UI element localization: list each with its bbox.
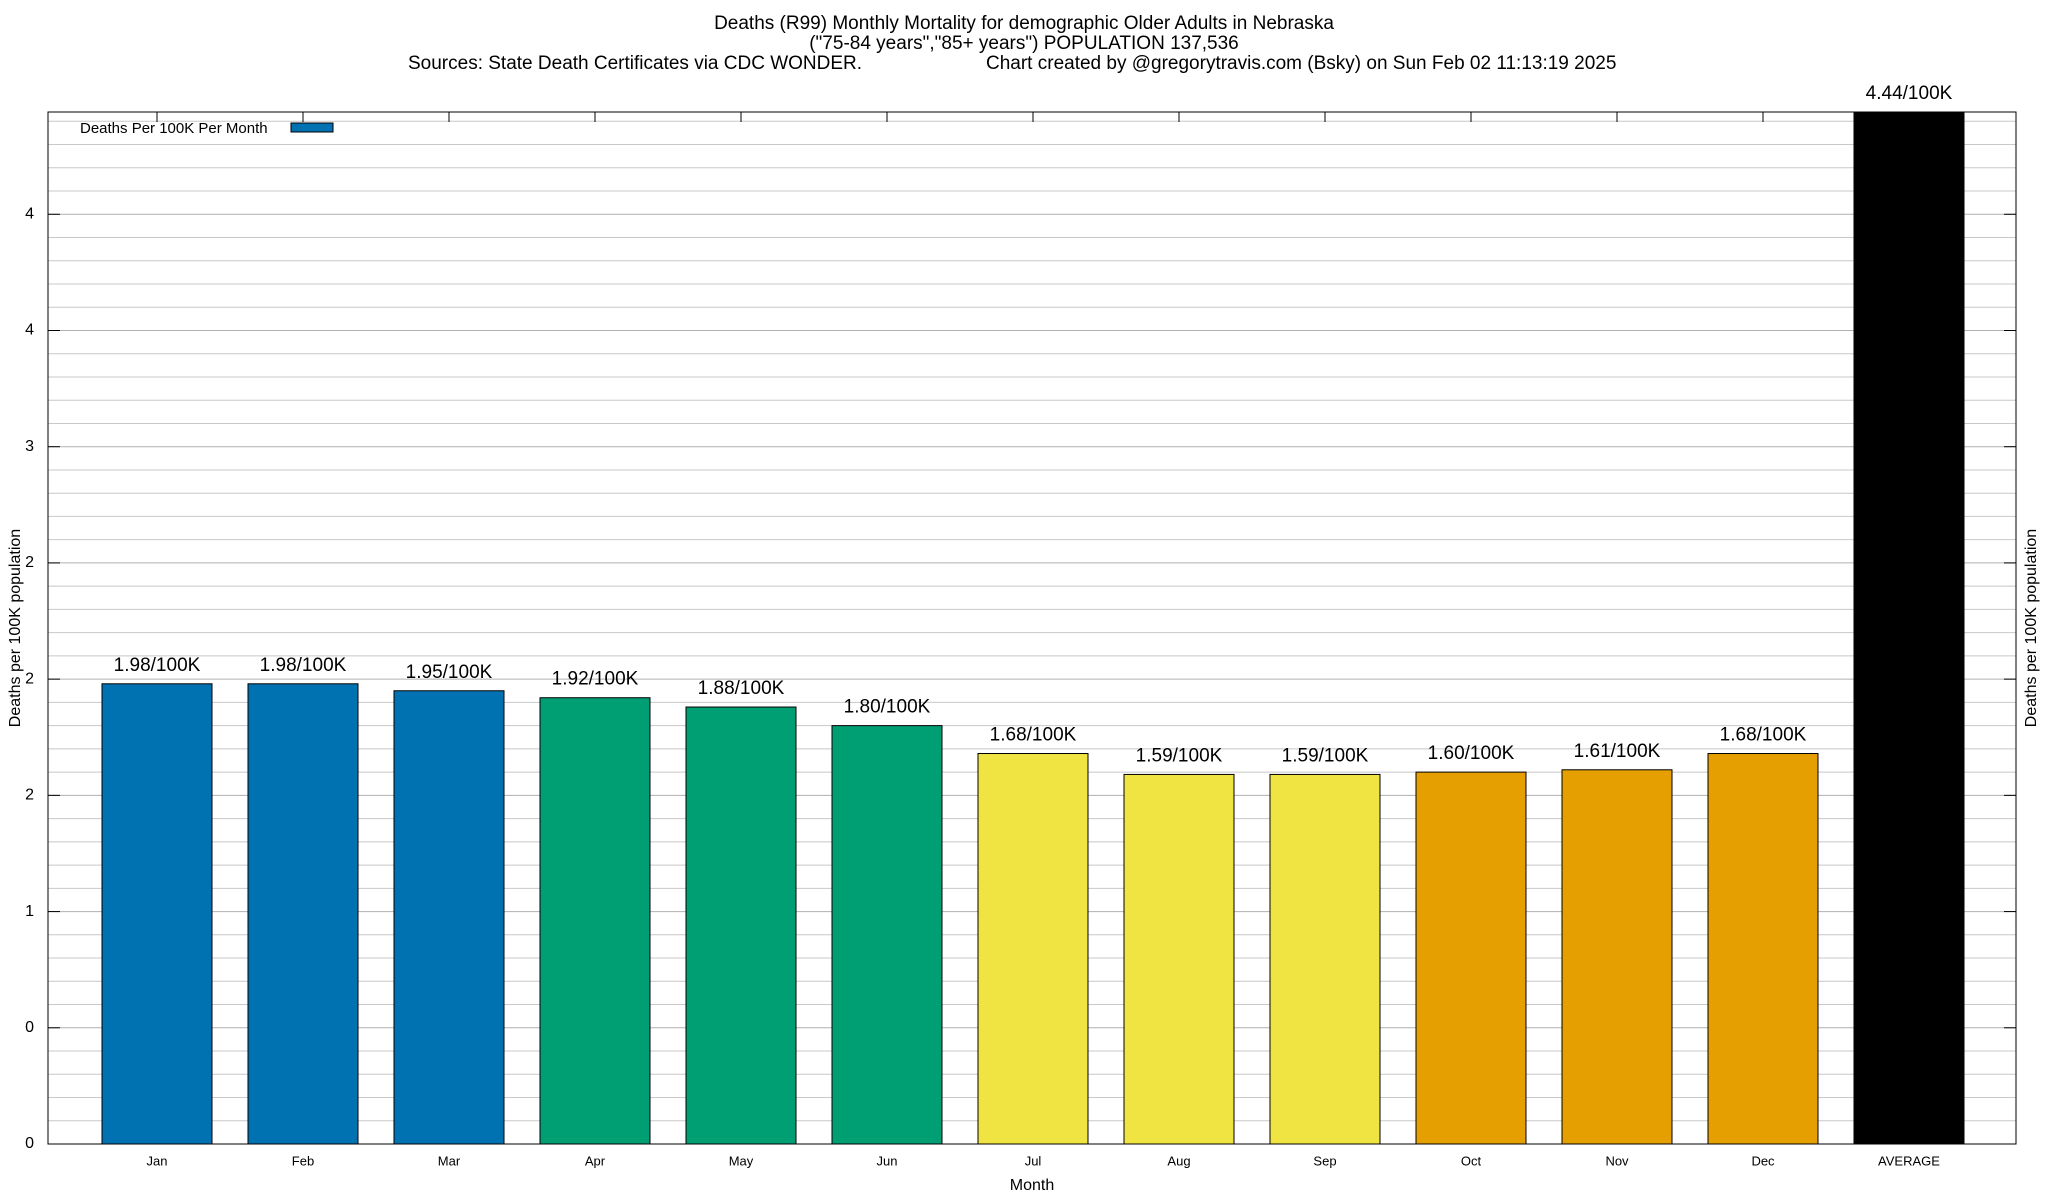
value-label: 1.68/100K: [990, 725, 1077, 746]
y-tick-label: 0: [25, 1019, 34, 1036]
x-tick-label: May: [729, 1153, 754, 1168]
legend-swatch: [290, 122, 334, 133]
value-label: 1.60/100K: [1428, 743, 1515, 764]
x-tick-label: Apr: [585, 1153, 606, 1168]
bar: [393, 690, 505, 1145]
y-tick-label: 3: [25, 438, 34, 455]
bar: [101, 683, 213, 1145]
value-label: 1.80/100K: [844, 697, 931, 718]
credit: Chart created by @gregorytravis.com (Bsk…: [986, 53, 1616, 74]
x-tick-label: Aug: [1167, 1153, 1190, 1168]
y-tick-label: 4: [25, 322, 34, 339]
value-label: 1.95/100K: [406, 662, 493, 683]
bar: [685, 706, 797, 1145]
y-tick-label: 1: [25, 903, 34, 920]
chart-subtitle: ("75-84 years","85+ years") POPULATION 1…: [809, 33, 1239, 54]
x-tick-label: Feb: [292, 1153, 314, 1168]
bar: [1853, 111, 1965, 1145]
value-label: 1.92/100K: [552, 669, 639, 690]
legend-label: Deaths Per 100K Per Month: [80, 120, 268, 137]
bar: [539, 697, 651, 1145]
x-tick-label: AVERAGE: [1878, 1153, 1940, 1168]
value-label: 1.98/100K: [260, 655, 347, 676]
bar: [977, 753, 1089, 1145]
bar: [1561, 769, 1673, 1145]
y2-axis-label: Deaths per 100K population: [2023, 529, 2040, 727]
x-tick-label: Oct: [1461, 1153, 1482, 1168]
y-tick-label: 2: [25, 670, 34, 687]
y-tick-label: 4: [25, 205, 34, 222]
bar: [1415, 771, 1527, 1145]
value-label: 1.88/100K: [698, 678, 785, 699]
bar: [1269, 773, 1381, 1145]
x-tick-label: Nov: [1605, 1153, 1629, 1168]
x-tick-label: Jan: [147, 1153, 168, 1168]
source: Sources: State Death Certificates via CD…: [408, 53, 862, 74]
value-label: 1.61/100K: [1574, 741, 1661, 762]
x-tick-label: Mar: [438, 1153, 461, 1168]
bar: [831, 725, 943, 1145]
y-tick-label: 0: [25, 1135, 34, 1152]
value-label: 1.98/100K: [114, 655, 201, 676]
bar: [1707, 753, 1819, 1145]
x-tick-label: Jun: [877, 1153, 898, 1168]
bar: [1123, 773, 1235, 1145]
value-label: 1.59/100K: [1136, 745, 1223, 766]
bar: [247, 683, 359, 1145]
value-label: 1.59/100K: [1282, 745, 1369, 766]
y-axis-label: Deaths per 100K population: [7, 529, 24, 727]
y-tick-label: 2: [25, 554, 34, 571]
value-label: 4.44/100K: [1866, 83, 1953, 104]
y-tick-label: 2: [25, 787, 34, 804]
chart-title: Deaths (R99) Monthly Mortality for demog…: [714, 13, 1334, 34]
x-axis-label: Month: [1010, 1177, 1054, 1194]
x-tick-label: Sep: [1313, 1153, 1336, 1168]
x-tick-label: Jul: [1025, 1153, 1042, 1168]
value-label: 1.68/100K: [1720, 725, 1807, 746]
x-tick-label: Dec: [1751, 1153, 1775, 1168]
